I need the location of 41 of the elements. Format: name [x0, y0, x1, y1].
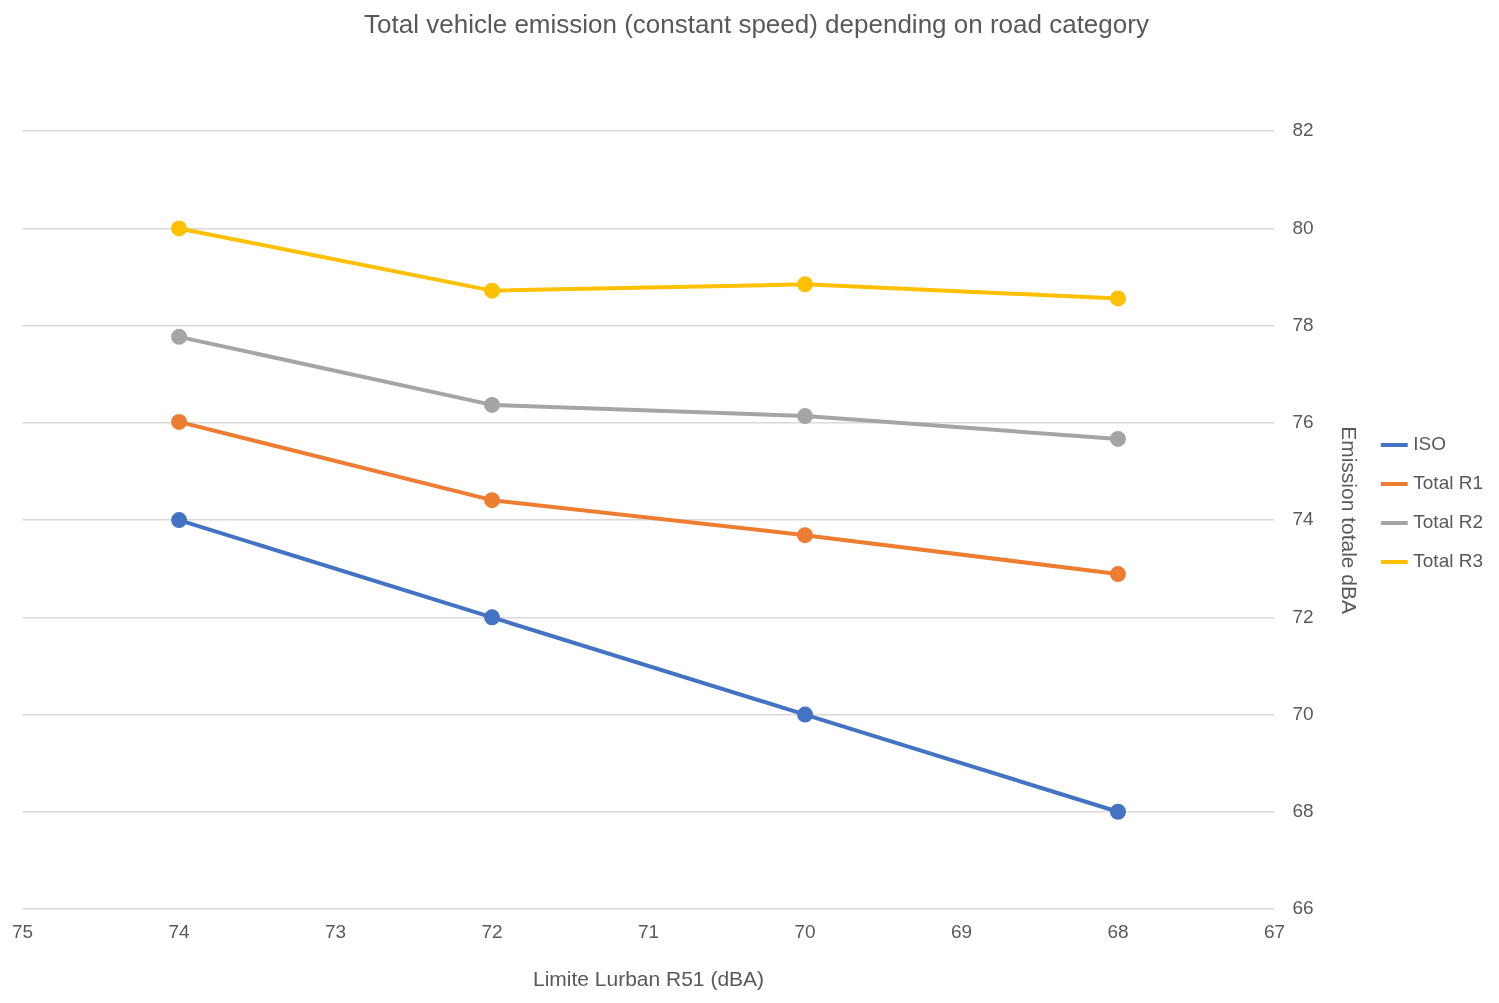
y-axis-title: Emission totale dBA — [1338, 426, 1362, 615]
point — [171, 220, 188, 237]
x-tick-label: 67 — [1263, 920, 1286, 942]
x-tick-label: 73 — [324, 920, 347, 942]
point — [1109, 566, 1126, 583]
point — [171, 512, 188, 529]
x-tick-label: 74 — [168, 920, 191, 942]
point — [797, 527, 813, 544]
point — [171, 328, 188, 345]
point — [484, 609, 501, 626]
y-tick-label: 66 — [1292, 897, 1314, 919]
y-tick-label: 68 — [1292, 800, 1314, 822]
point — [797, 276, 813, 293]
point — [484, 282, 501, 299]
y-tick-label: 78 — [1292, 313, 1314, 335]
point — [797, 408, 813, 425]
point — [171, 413, 188, 430]
point — [1109, 803, 1126, 820]
x-tick-label: 71 — [637, 920, 660, 942]
y-tick-label: 82 — [1292, 119, 1314, 141]
legend-label: Total R2 — [1413, 511, 1483, 533]
y-tick-label: 76 — [1292, 411, 1314, 433]
legend-label: Total R1 — [1413, 472, 1483, 494]
x-tick-label: 70 — [794, 920, 816, 942]
chart-title: Total vehicle emission (constant speed) depending on road category — [364, 8, 1149, 39]
x-tick-label: 75 — [12, 920, 34, 942]
legend-label: ISO — [1413, 433, 1447, 455]
point — [1109, 290, 1126, 307]
point — [1109, 430, 1126, 447]
x-tick-label: 69 — [950, 920, 973, 942]
x-tick-label: 68 — [1107, 920, 1129, 942]
point — [484, 492, 501, 509]
point — [484, 396, 501, 413]
legend-label: Total R3 — [1413, 550, 1483, 572]
point — [797, 706, 813, 723]
x-axis-title: Limite Lurban R51 (dBA) — [532, 967, 765, 991]
y-tick-label: 70 — [1292, 702, 1314, 724]
x-tick-label: 72 — [481, 920, 503, 942]
y-tick-label: 80 — [1292, 216, 1314, 238]
y-tick-label: 74 — [1292, 508, 1315, 530]
y-tick-label: 72 — [1292, 605, 1314, 627]
